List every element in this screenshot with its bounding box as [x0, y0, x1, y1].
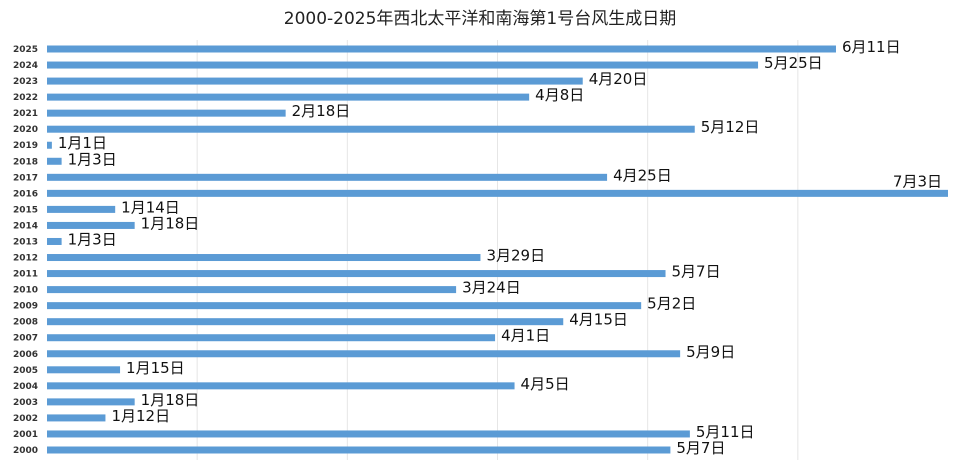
bar-2021	[47, 109, 286, 117]
data-label: 3月24日	[462, 279, 521, 297]
bar-2022	[47, 93, 530, 101]
y-tick-label: 2009	[13, 302, 38, 312]
bar-2014	[47, 221, 135, 229]
y-tick-label: 2006	[13, 350, 38, 360]
bar-series	[47, 45, 948, 454]
y-tick-label: 2024	[13, 61, 38, 71]
bar-2018	[47, 157, 62, 165]
data-label: 4月15日	[569, 311, 628, 329]
data-label: 4月25日	[613, 166, 672, 184]
bar-2025	[47, 45, 836, 53]
y-tick-label: 2012	[13, 254, 38, 264]
y-axis-ticks: 2025 2024 2023 2022 2021 2020 2019 2018 2017 2016…	[13, 45, 38, 456]
bar-2023	[47, 77, 583, 85]
data-label: 2月18日	[292, 102, 351, 120]
bar-2008	[47, 318, 564, 326]
bar-2003	[47, 398, 135, 406]
y-tick-label: 2003	[13, 398, 38, 408]
bar-2013	[47, 237, 62, 245]
data-label: 1月1日	[58, 134, 107, 152]
chart-title: 2000-2025年西北太平洋和南海第1号台风生成日期	[284, 9, 676, 29]
y-tick-label: 2016	[13, 189, 38, 199]
data-label: 5月11日	[696, 423, 755, 441]
bar-2017	[47, 173, 608, 181]
bar-2019	[47, 141, 52, 149]
y-tick-label: 2011	[13, 270, 38, 280]
bar-2001	[47, 430, 690, 438]
y-tick-label: 2019	[13, 141, 38, 151]
y-tick-label: 2023	[13, 77, 38, 87]
bar-2015	[47, 205, 116, 213]
y-tick-label: 2002	[13, 414, 38, 424]
data-label: 1月18日	[141, 214, 200, 232]
bar-2009	[47, 302, 642, 310]
data-label: 5月7日	[672, 263, 721, 281]
bar-2004	[47, 382, 515, 390]
bar-2011	[47, 270, 666, 278]
bar-2010	[47, 286, 457, 294]
data-label: 4月8日	[535, 86, 584, 104]
y-tick-label: 2017	[13, 173, 38, 183]
data-label: 5月25日	[764, 54, 823, 72]
bar-2005	[47, 366, 121, 374]
data-label: 5月2日	[647, 295, 696, 313]
data-label: 5月12日	[701, 118, 760, 136]
bar-2006	[47, 350, 681, 358]
y-tick-label: 2001	[13, 430, 38, 440]
y-tick-label: 2025	[13, 45, 38, 55]
y-tick-label: 2013	[13, 237, 38, 247]
y-tick-label: 2000	[13, 446, 38, 456]
y-tick-label: 2015	[13, 205, 38, 215]
data-label: 4月20日	[589, 70, 648, 88]
data-labels: 6月11日5月25日4月20日4月8日2月18日5月12日1月1日1月3日4月2…	[58, 38, 942, 457]
data-label: 1月3日	[68, 150, 117, 168]
y-tick-label: 2008	[13, 318, 38, 328]
y-tick-label: 2018	[13, 157, 38, 167]
bar-2020	[47, 125, 695, 133]
data-label: 1月12日	[111, 407, 170, 425]
data-label: 1月15日	[126, 359, 185, 377]
bar-2000	[47, 446, 671, 454]
grid-lines	[196, 40, 799, 460]
data-label: 1月14日	[121, 198, 180, 216]
bar-2012	[47, 254, 481, 262]
data-label: 7月3日	[893, 172, 942, 190]
y-tick-label: 2022	[13, 93, 38, 103]
y-tick-label: 2007	[13, 334, 38, 344]
y-tick-label: 2005	[13, 366, 38, 376]
data-label: 5月9日	[686, 343, 735, 361]
bar-2024	[47, 61, 759, 69]
data-label: 4月1日	[501, 327, 550, 345]
data-label: 6月11日	[842, 38, 901, 56]
data-label: 3月29日	[486, 247, 545, 265]
bar-2007	[47, 334, 496, 342]
data-label: 1月18日	[141, 391, 200, 409]
data-label: 5月7日	[676, 439, 725, 457]
data-label: 1月3日	[68, 230, 117, 248]
y-tick-label: 2004	[13, 382, 38, 392]
y-tick-label: 2014	[13, 221, 38, 231]
y-tick-label: 2020	[13, 125, 38, 135]
data-label: 4月5日	[521, 375, 570, 393]
y-tick-label: 2010	[13, 286, 38, 296]
y-tick-label: 2021	[13, 109, 38, 119]
bar-2002	[47, 414, 106, 422]
bar-2016	[47, 189, 948, 197]
